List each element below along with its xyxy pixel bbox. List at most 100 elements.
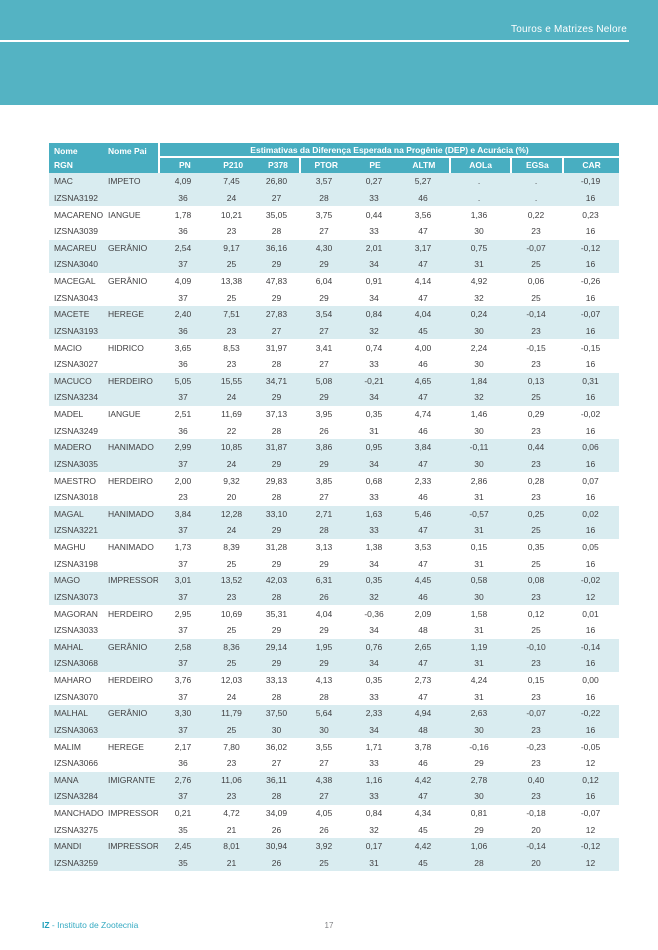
rgn-row: IZSNA3033 37 25 29 29 34 48 31 25 16 [49, 622, 619, 639]
accuracy-value: 29 [271, 525, 282, 536]
accuracy-value: 27 [271, 325, 282, 336]
accuracy-value: . [477, 192, 481, 203]
dep-value: 3,78 [414, 741, 432, 752]
footer-brand-bold: IZ [42, 920, 50, 930]
animal-name: MAGORAN [54, 608, 98, 619]
dep-value: 31,28 [265, 542, 288, 553]
dep-value: 9,17 [223, 242, 240, 253]
dep-value: 2,45 [174, 841, 192, 852]
accuracy-value: 28 [474, 857, 484, 868]
accuracy-value: 27 [319, 226, 329, 237]
dep-value: 26,80 [265, 176, 288, 187]
accuracy-value: 26 [271, 857, 282, 868]
accuracy-value: 37 [178, 591, 188, 602]
accuracy-value: 34 [369, 458, 379, 469]
dep-value: 2,33 [365, 708, 383, 719]
accuracy-value: 34 [369, 658, 379, 669]
accuracy-value: 36 [178, 758, 188, 769]
dep-value: 3,55 [315, 741, 333, 752]
dep-value: -0,22 [580, 708, 601, 719]
accuracy-value: 25 [531, 625, 541, 636]
dep-value: 6,31 [315, 575, 333, 586]
accuracy-value: 36 [178, 425, 188, 436]
dep-value: 0,91 [365, 276, 383, 287]
accuracy-value: 33 [369, 492, 379, 503]
dep-value: 0,44 [527, 442, 545, 453]
rgn-row: IZSNA3198 37 25 29 29 34 47 31 25 16 [49, 555, 619, 572]
accuracy-value: 30 [474, 724, 484, 735]
accuracy-value: 29 [474, 824, 484, 835]
accuracy-value: 34 [369, 259, 379, 270]
accuracy-value: 23 [226, 591, 237, 602]
accuracy-value: 30 [474, 791, 484, 802]
accuracy-value: 26 [319, 425, 329, 436]
accuracy-value: 16 [585, 359, 596, 370]
accuracy-value: 27 [319, 758, 329, 769]
animal-row: MALHAL GERÂNIO 3,30 11,79 37,50 5,64 2,33 4,94 2… [49, 705, 619, 722]
accuracy-value: 32 [474, 392, 484, 403]
rgn-row: IZSNA3221 37 24 29 28 33 47 31 25 16 [49, 522, 619, 539]
dep-value: 9,32 [223, 475, 240, 486]
accuracy-value: . [534, 192, 538, 203]
dep-value: 36,02 [265, 741, 288, 752]
dep-value: -0,07 [580, 309, 601, 320]
dep-value: 0,13 [527, 375, 545, 386]
col-header-aola: AOLa [448, 158, 511, 173]
accuracy-value: 46 [418, 192, 428, 203]
animal-name: MACUCO [54, 375, 92, 386]
dep-value: 2,86 [470, 475, 488, 486]
animal-name: MAGAL [54, 508, 84, 519]
rgn-row: IZSNA3066 36 23 27 27 33 46 29 23 12 [49, 755, 619, 772]
accuracy-value: 47 [418, 259, 428, 270]
animal-pair: MANA IMIGRANTE 2,76 11,06 36,11 4,38 1,16 4,42 2… [49, 771, 619, 805]
accuracy-value: 32 [369, 325, 379, 336]
dep-value: 5,46 [414, 508, 432, 519]
accuracy-value: 23 [531, 226, 541, 237]
dep-value: 13,52 [220, 575, 243, 586]
deps-table: Nome Nome Pai RGN Estimativas da Diferen… [49, 143, 619, 872]
accuracy-value: 30 [474, 325, 484, 336]
dep-value: 3,56 [414, 209, 432, 220]
accuracy-value: 33 [369, 192, 379, 203]
accuracy-value: 23 [226, 359, 237, 370]
accuracy-value: 37 [178, 458, 188, 469]
accuracy-value: 16 [585, 691, 596, 702]
animal-name: MALHAL [54, 708, 89, 719]
accuracy-value: 33 [369, 758, 379, 769]
accuracy-value: 46 [418, 758, 428, 769]
dep-value: 2,00 [174, 475, 192, 486]
dep-value: 2,54 [174, 242, 192, 253]
dep-value: 0,28 [527, 475, 545, 486]
accuracy-value: 47 [418, 525, 428, 536]
dep-value: 4,74 [414, 409, 432, 420]
accuracy-value: 47 [418, 658, 428, 669]
dep-value: 3,86 [315, 442, 333, 453]
animal-rgn: IZSNA3234 [54, 392, 98, 403]
accuracy-value: 16 [585, 724, 596, 735]
dep-value: 12,28 [220, 508, 243, 519]
dep-value: 3,13 [315, 542, 333, 553]
accuracy-value: 23 [226, 758, 237, 769]
accuracy-value: 46 [418, 591, 428, 602]
dep-value: 3,75 [315, 209, 333, 220]
dep-value: 3,92 [315, 841, 333, 852]
animal-name: MAGO [54, 575, 80, 586]
animal-rgn: IZSNA3249 [54, 425, 98, 436]
dep-value: 33,13 [265, 675, 288, 686]
accuracy-value: 25 [531, 292, 541, 303]
animal-name: MANCHADO [54, 808, 104, 819]
animal-row: MAC IMPETO 4,09 7,45 26,80 3,57 0,27 5,27.. -0,1… [49, 173, 619, 190]
accuracy-value: 25 [531, 259, 541, 270]
dep-value: 1,16 [365, 774, 383, 785]
dep-value: 0,06 [527, 276, 545, 287]
animal-name: MALIM [54, 741, 81, 752]
animal-row: MANDI IMPRESSOR 2,45 8,01 30,94 3,92 0,17 4,42 1… [49, 838, 619, 855]
dep-value: 4,65 [414, 375, 432, 386]
animal-pair: MAHAL GERÂNIO 2,58 8,36 29,14 1,95 0,76 2,65 1,1… [49, 638, 619, 672]
dep-value: -0,23 [526, 741, 546, 752]
dep-value: 33,10 [265, 508, 288, 519]
dep-value: 0,02 [582, 508, 599, 519]
dep-value: -0,07 [526, 242, 546, 253]
animal-pair: MAC IMPETO 4,09 7,45 26,80 3,57 0,27 5,27.. -0,1… [49, 173, 619, 207]
dep-value: -0,02 [580, 409, 601, 420]
